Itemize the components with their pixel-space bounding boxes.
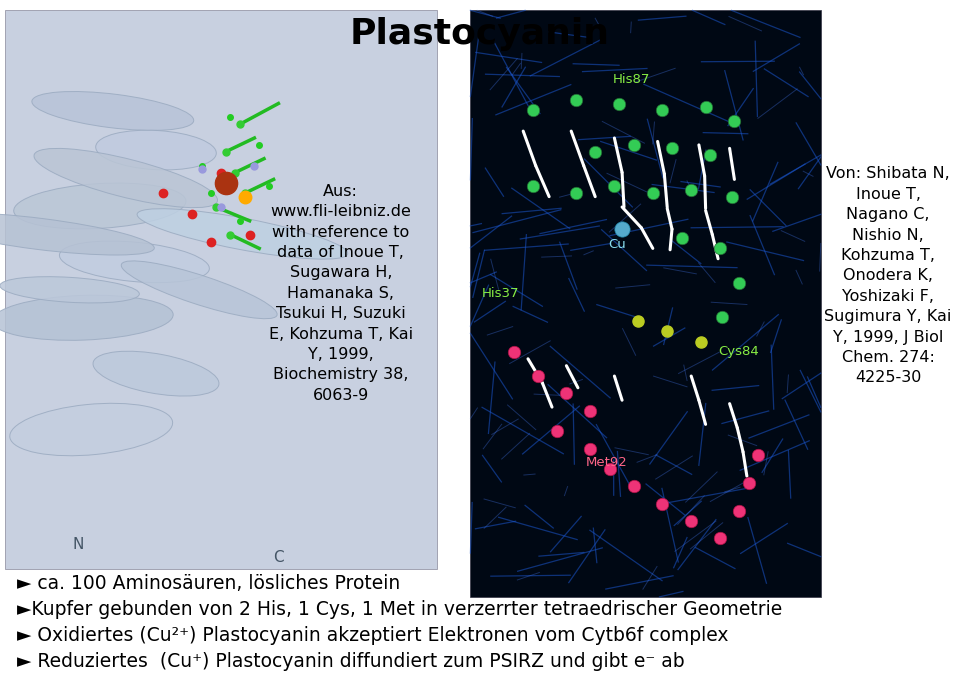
- Ellipse shape: [93, 351, 219, 396]
- Text: ► ca. 100 Aminosäuren, lösliches Protein: ► ca. 100 Aminosäuren, lösliches Protein: [17, 573, 400, 593]
- Text: His87: His87: [612, 73, 650, 86]
- Ellipse shape: [0, 213, 155, 255]
- Text: N: N: [72, 537, 84, 551]
- Ellipse shape: [13, 183, 186, 229]
- Ellipse shape: [34, 148, 218, 208]
- Text: His37: His37: [482, 287, 519, 299]
- Text: ► Reduziertes  (Cu⁺) Plastocyanin diffundiert zum PSIRZ und gibt e⁻ ab: ► Reduziertes (Cu⁺) Plastocyanin diffund…: [17, 652, 684, 671]
- Text: Met92: Met92: [586, 456, 627, 469]
- FancyBboxPatch shape: [5, 10, 437, 569]
- Text: Cys84: Cys84: [718, 346, 758, 358]
- Ellipse shape: [0, 295, 173, 340]
- Ellipse shape: [10, 403, 173, 456]
- Text: ► Oxidiertes (Cu²⁺) Plastocyanin akzeptiert Elektronen vom Cytb6f complex: ► Oxidiertes (Cu²⁺) Plastocyanin akzepti…: [17, 626, 729, 645]
- Ellipse shape: [121, 261, 277, 319]
- FancyBboxPatch shape: [470, 10, 821, 597]
- Ellipse shape: [137, 208, 348, 259]
- Text: Plastocyanin: Plastocyanin: [350, 17, 610, 51]
- Ellipse shape: [32, 92, 194, 130]
- Text: Cu: Cu: [609, 239, 626, 251]
- Text: C: C: [274, 551, 284, 565]
- Text: Aus:
www.fli-leibniz.de
with reference to
data of Inoue T,
Sugawara H,
Hamanaka : Aus: www.fli-leibniz.de with reference t…: [269, 184, 413, 403]
- Ellipse shape: [60, 241, 209, 283]
- Text: ►Kupfer gebunden von 2 His, 1 Cys, 1 Met in verzerrter tetraedrischer Geometrie: ►Kupfer gebunden von 2 His, 1 Cys, 1 Met…: [17, 600, 782, 619]
- Ellipse shape: [0, 277, 139, 303]
- Ellipse shape: [96, 130, 216, 170]
- Text: Von: Shibata N,
Inoue T,
Nagano C,
Nishio N,
Kohzuma T,
Onodera K,
Yoshizaki F,
: Von: Shibata N, Inoue T, Nagano C, Nishi…: [825, 166, 951, 386]
